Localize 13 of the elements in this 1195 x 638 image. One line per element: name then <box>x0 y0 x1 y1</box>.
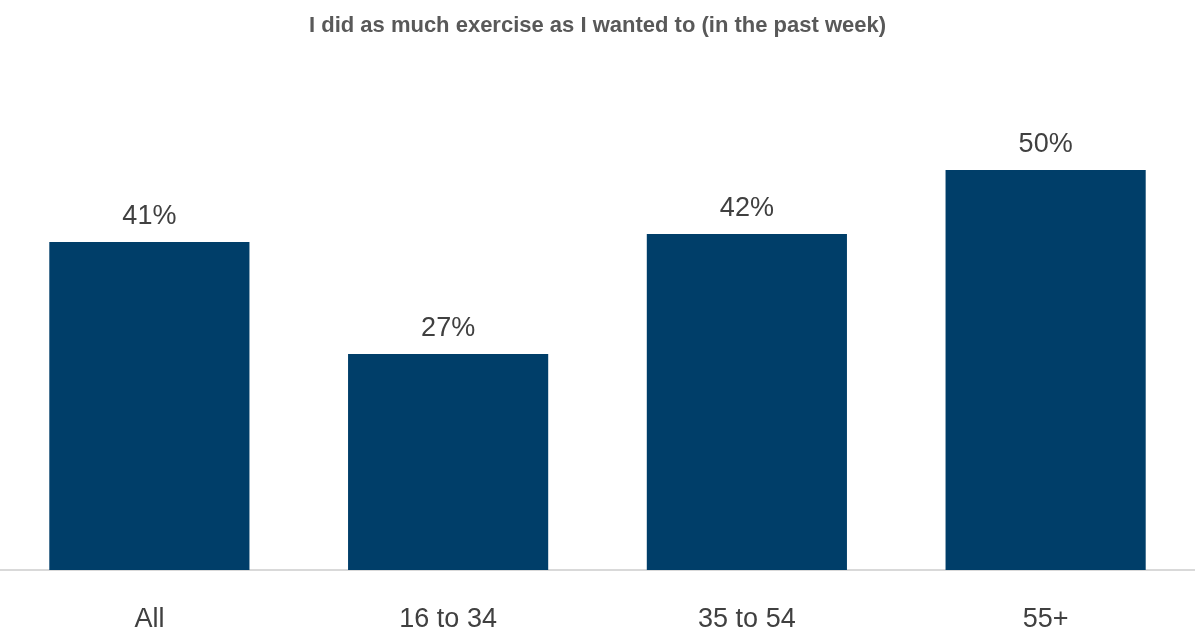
data-label: 50% <box>1018 127 1073 158</box>
x-tick-label: 35 to 54 <box>698 602 796 633</box>
x-tick-label: 55+ <box>1022 602 1069 633</box>
data-label: 42% <box>719 191 774 222</box>
chart-title: I did as much exercise as I wanted to (in the past week) <box>308 11 887 37</box>
x-tick-label: 16 to 34 <box>399 602 497 633</box>
bar <box>49 242 250 570</box>
data-label: 41% <box>122 199 177 230</box>
bar <box>646 234 847 570</box>
x-tick-label: All <box>134 602 165 633</box>
bar <box>945 170 1146 570</box>
data-label: 27% <box>421 311 476 342</box>
bar <box>348 354 549 570</box>
